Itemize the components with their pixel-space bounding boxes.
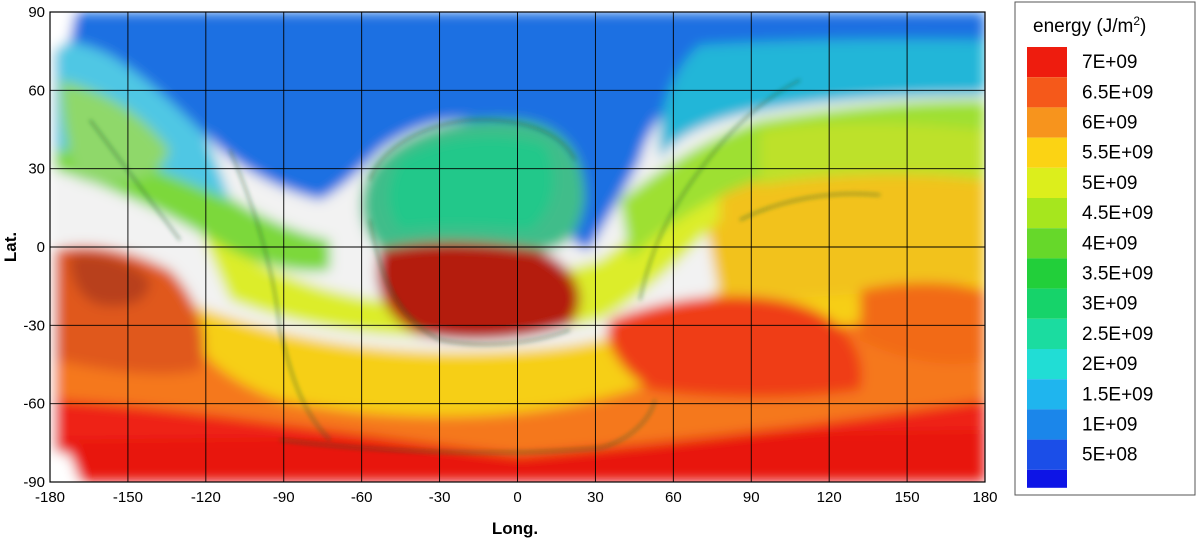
x-axis-title: Long. (492, 519, 538, 538)
x-tick-label: -60 (351, 489, 373, 506)
legend-label: 3E+09 (1082, 294, 1137, 315)
x-tick-labels: -180 -150 -120 -90 -60 -30 0 30 60 90 120 150 180 (35, 489, 998, 506)
y-tick-labels: 90 60 30 0 -30 -60 -90 (23, 4, 45, 491)
legend-label: 7E+09 (1082, 52, 1137, 73)
legend-swatch (1027, 409, 1067, 440)
legend-swatch (1027, 349, 1067, 380)
y-tick-label: 60 (28, 82, 45, 99)
x-tick-label: 30 (587, 489, 604, 506)
x-tick-label: -120 (191, 489, 221, 506)
x-tick-label: 120 (817, 489, 842, 506)
y-tick-label: -60 (23, 396, 45, 413)
legend-swatch (1027, 318, 1067, 349)
legend-swatch (1027, 198, 1067, 229)
plot-frame (49, 11, 986, 483)
x-tick-label: 150 (895, 489, 920, 506)
legend-label: 4E+09 (1082, 233, 1137, 254)
x-tick-label: -180 (35, 489, 65, 506)
x-tick-label: 90 (743, 489, 760, 506)
legend-title-sup: 2 (1133, 14, 1140, 28)
legend-label: 5E+09 (1082, 173, 1137, 194)
y-tick-label: 90 (28, 4, 45, 21)
legend-label: 5E+08 (1082, 445, 1137, 466)
legend-title-main: energy (J/m (1033, 16, 1133, 37)
legend-label: 4.5E+09 (1082, 203, 1153, 224)
legend-swatch (1027, 439, 1067, 470)
legend-label: 1E+09 (1082, 415, 1137, 436)
legend-label: 6.5E+09 (1082, 82, 1153, 103)
x-tick-label: -30 (429, 489, 451, 506)
y-tick-label: 0 (37, 239, 45, 256)
legend-swatch (1027, 77, 1067, 108)
legend-swatches: 7E+09 6.5E+09 6E+09 5.5E+09 5E+09 4.5E+09 4E+0… (1027, 47, 1153, 488)
legend-label: 2E+09 (1082, 354, 1137, 375)
legend-swatch (1027, 228, 1067, 259)
legend-title: energy (J/m2) (1033, 14, 1146, 37)
legend-label: 2.5E+09 (1082, 324, 1153, 345)
legend-label: 6E+09 (1082, 113, 1137, 134)
x-tick-label: -150 (113, 489, 143, 506)
legend: energy (J/m2) 7E+09 6.5E+09 6E+09 5.5E+09 5E… (1014, 1, 1196, 496)
legend-swatch (1027, 258, 1067, 289)
legend-swatch (1027, 469, 1067, 488)
y-tick-label: 30 (28, 161, 45, 178)
legend-swatch (1027, 167, 1067, 198)
x-tick-label: -90 (273, 489, 295, 506)
legend-label: 3.5E+09 (1082, 264, 1153, 285)
x-tick-label: 0 (513, 489, 521, 506)
legend-title-end: ) (1140, 16, 1146, 37)
x-tick-label: 180 (972, 489, 997, 506)
legend-swatch (1027, 379, 1067, 410)
legend-swatch (1027, 107, 1067, 138)
x-tick-label: 60 (665, 489, 682, 506)
legend-swatch (1027, 288, 1067, 319)
y-axis-title: Lat. (1, 232, 20, 262)
legend-swatch (1027, 47, 1067, 78)
y-tick-label: -90 (23, 474, 45, 491)
legend-swatch (1027, 137, 1067, 168)
legend-label: 1.5E+09 (1082, 384, 1153, 405)
y-tick-label: -30 (23, 317, 45, 334)
legend-label: 5.5E+09 (1082, 143, 1153, 164)
